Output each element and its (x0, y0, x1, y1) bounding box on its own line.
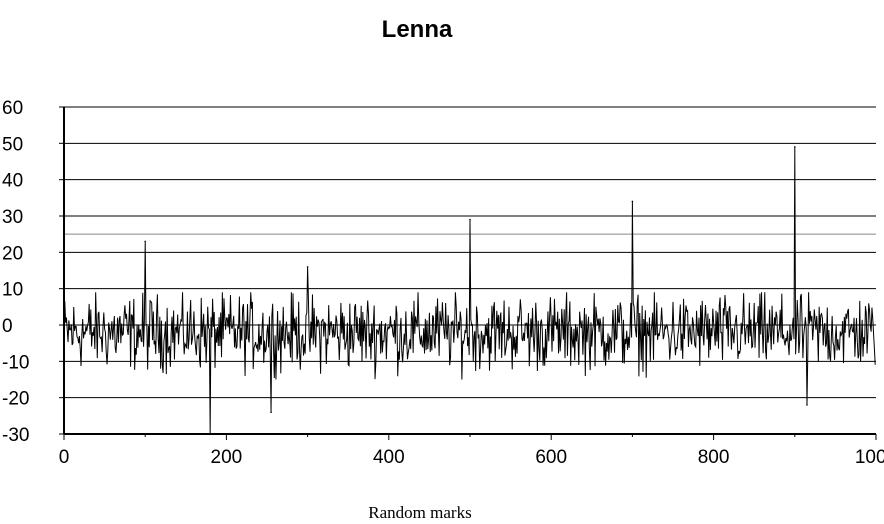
peak-point (794, 146, 796, 148)
y-tick-label: 50 (2, 134, 23, 155)
x-tick-label: 400 (373, 447, 405, 468)
peak-point (469, 218, 471, 221)
y-tick-label: -10 (2, 352, 29, 373)
peak-point (270, 411, 272, 414)
y-tick-label: 60 (2, 98, 23, 119)
peak-point (144, 240, 146, 243)
plot-area (63, 146, 876, 435)
x-tick-label: 600 (535, 447, 567, 468)
y-tick-label: 0 (2, 316, 13, 337)
chart-title: Lenna (382, 16, 453, 43)
y-tick-label: 40 (2, 171, 23, 192)
y-tick-label: 20 (2, 243, 23, 264)
x-axis-label: Random marks (368, 503, 471, 522)
y-tick-label: 30 (2, 207, 23, 228)
x-tick-label: 1000 (855, 447, 884, 468)
y-tick-label: 10 (2, 280, 23, 301)
peak-point (806, 404, 808, 406)
x-axis-ticks: 0 200 400 600 800 1000 (59, 434, 884, 468)
peak-point (631, 200, 634, 203)
y-tick-label: -20 (2, 389, 29, 410)
peak-point (306, 266, 309, 268)
series-line (63, 146, 876, 435)
x-tick-label: 800 (698, 447, 730, 468)
x-tick-label: 0 (59, 447, 70, 468)
x-tick-label: 200 (211, 447, 243, 468)
y-axis-ticks: 60 50 40 30 20 10 0 -10 -20 -30 (2, 98, 64, 446)
y-tick-label: -30 (2, 425, 29, 446)
